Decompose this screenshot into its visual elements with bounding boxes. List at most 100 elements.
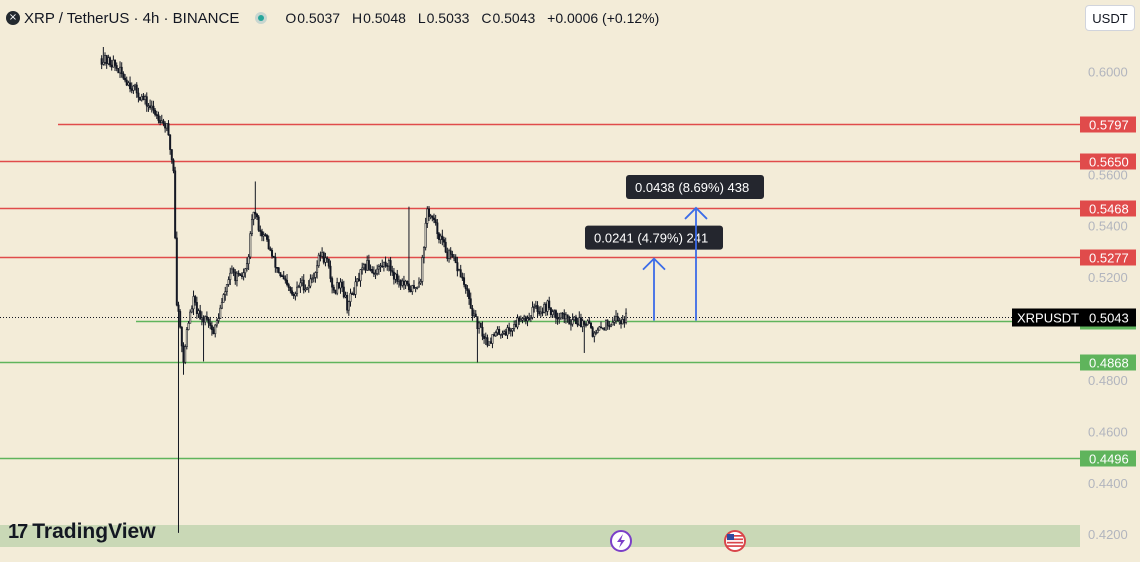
candle-up <box>605 320 608 331</box>
candle-up <box>197 310 200 314</box>
candle-down <box>454 256 457 263</box>
candle-up <box>387 260 390 267</box>
candle-up <box>294 293 297 297</box>
candle-up <box>339 281 342 289</box>
candle-up <box>347 301 350 311</box>
candle-up <box>104 55 107 63</box>
candle-down <box>274 256 277 268</box>
candle-up <box>551 311 554 315</box>
lightning-icon[interactable] <box>610 530 632 552</box>
close-value: 0.5043 <box>492 10 536 26</box>
candle-down <box>240 275 243 277</box>
candle-up <box>220 302 223 309</box>
candle-down <box>563 313 566 320</box>
candle-down <box>115 65 118 69</box>
candle-up <box>230 268 233 274</box>
lightning-icon-bolt <box>617 534 625 548</box>
candle-down <box>182 345 185 363</box>
candle-down <box>431 215 434 219</box>
candle-down <box>461 276 464 279</box>
candle-down <box>436 222 439 235</box>
ohlc-readout: O0.5037 H0.5048 L0.5033 C0.5043 +0.0006 … <box>285 10 659 26</box>
candle-down <box>195 302 198 314</box>
candle-down <box>149 105 152 109</box>
candle-up <box>377 266 380 270</box>
candle-down <box>337 282 340 289</box>
candle-up <box>227 279 230 285</box>
candle-up <box>107 57 110 64</box>
candle-up <box>516 317 519 328</box>
candle-up <box>615 316 618 322</box>
candle-up <box>102 61 105 65</box>
candle-down <box>392 271 395 280</box>
candle-down <box>326 257 329 260</box>
candle-up <box>185 329 188 347</box>
price-tick-label: 0.5200 <box>1088 270 1128 285</box>
candle-up <box>506 327 509 336</box>
candle-down <box>463 277 466 285</box>
candle-down <box>286 280 289 285</box>
candle-up <box>144 96 147 100</box>
candles <box>100 47 628 533</box>
open-key: O <box>285 10 297 26</box>
candle-down <box>260 231 263 237</box>
currency-button[interactable]: USDT <box>1085 5 1135 31</box>
candle-down <box>476 316 479 330</box>
candle-down <box>174 170 177 239</box>
candle-up <box>429 215 432 218</box>
candle-down <box>599 326 602 329</box>
symbol-title[interactable]: XRP / TetherUS · 4h · BINANCE <box>24 9 240 27</box>
us-flag-icon[interactable] <box>724 530 746 552</box>
candle-down <box>117 68 120 74</box>
candle-up <box>581 320 584 327</box>
measure-info-box <box>626 174 764 199</box>
candle-down <box>271 250 274 257</box>
candle-up <box>190 308 193 313</box>
candle-down <box>282 275 285 280</box>
candle-up <box>558 317 561 320</box>
candle-up <box>336 282 339 294</box>
candle-up <box>613 320 616 323</box>
candle-down <box>120 66 123 74</box>
tradingview-logo[interactable]: 17 TradingView <box>8 520 156 544</box>
change-value: +0.0006 (+0.12%) <box>547 10 660 26</box>
candle-down <box>444 241 447 253</box>
candle-up <box>307 285 310 289</box>
candle-up <box>473 313 476 317</box>
measure-arrowhead <box>642 257 666 271</box>
candle-down <box>284 278 287 281</box>
candle-up <box>484 337 487 339</box>
candle-down <box>209 322 212 326</box>
candle-up <box>119 66 122 74</box>
candle-down <box>332 286 335 291</box>
price-tick-label: 0.4400 <box>1088 476 1128 491</box>
candle-down <box>369 269 372 271</box>
candle-up <box>533 306 536 308</box>
candle-down <box>493 334 496 337</box>
candle-up <box>356 278 359 283</box>
candle-up <box>539 311 542 315</box>
resistance-level-tag <box>1080 116 1136 133</box>
candle-up <box>224 291 227 295</box>
candle-down <box>331 278 334 288</box>
market-status-icon[interactable] <box>255 12 268 24</box>
horizontal-levels: 0.57970.56500.54680.52770.50310.48680.44… <box>0 116 1136 467</box>
candle-up <box>419 281 422 284</box>
measure-info-box <box>585 225 723 250</box>
candle-up <box>569 323 572 326</box>
candle-down <box>276 267 279 269</box>
candle-up <box>247 256 250 264</box>
candle-up <box>523 316 526 319</box>
candle-down <box>566 314 569 318</box>
candle-up <box>453 256 456 259</box>
candle-down <box>524 316 527 322</box>
candle-up <box>189 311 192 324</box>
candle-down <box>162 120 165 124</box>
candle-down <box>135 84 138 94</box>
candle-up <box>571 319 574 325</box>
candle-down <box>406 280 409 285</box>
flag-canton <box>727 534 734 540</box>
candle-down <box>579 317 582 327</box>
symbol-tag-label: XRPUSDT <box>1017 311 1079 326</box>
